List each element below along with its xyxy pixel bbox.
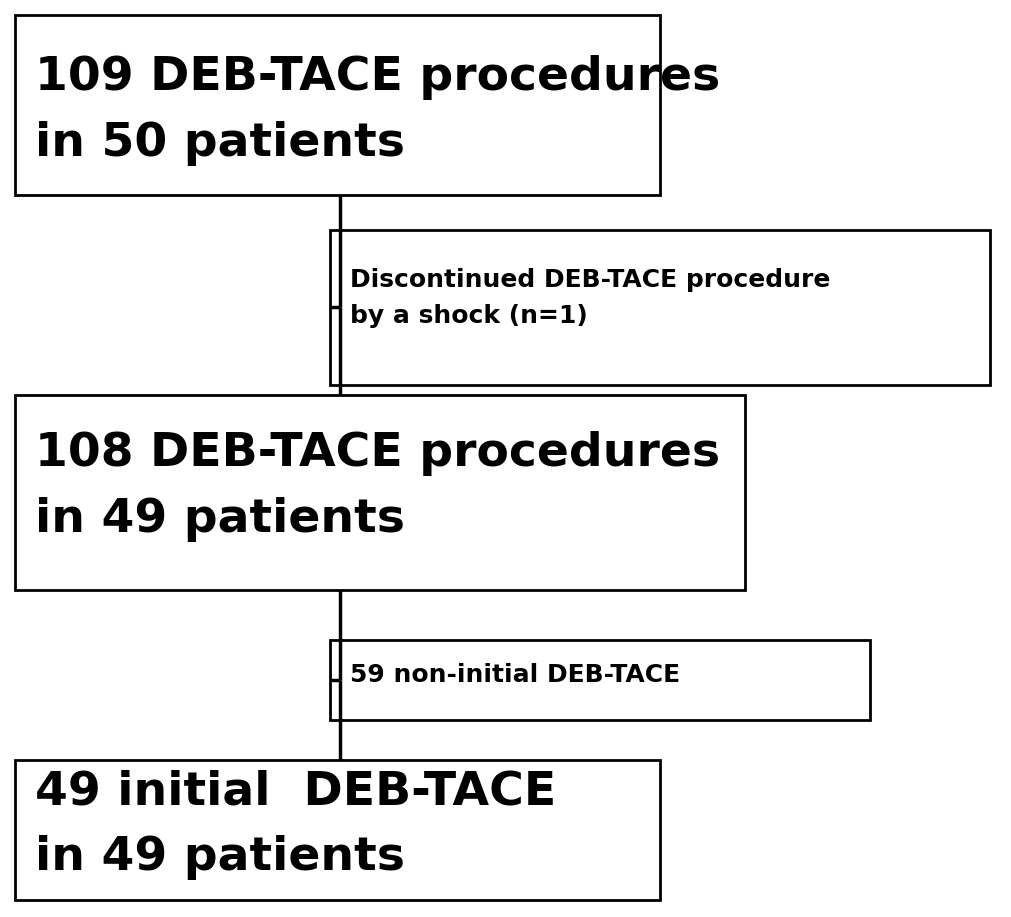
Text: 49 initial  DEB-TACE
in 49 patients: 49 initial DEB-TACE in 49 patients — [35, 769, 556, 880]
Bar — [15, 760, 660, 900]
Text: 108 DEB-TACE procedures
in 49 patients: 108 DEB-TACE procedures in 49 patients — [35, 432, 720, 543]
Bar — [15, 395, 745, 590]
Text: 109 DEB-TACE procedures
in 50 patients: 109 DEB-TACE procedures in 50 patients — [35, 54, 720, 165]
Text: 59 non-initial DEB-TACE: 59 non-initial DEB-TACE — [350, 663, 680, 687]
Bar — [15, 15, 660, 195]
Bar — [330, 230, 990, 385]
Text: Discontinued DEB-TACE procedure
by a shock (n=1): Discontinued DEB-TACE procedure by a sho… — [350, 269, 830, 327]
Bar — [330, 640, 870, 720]
